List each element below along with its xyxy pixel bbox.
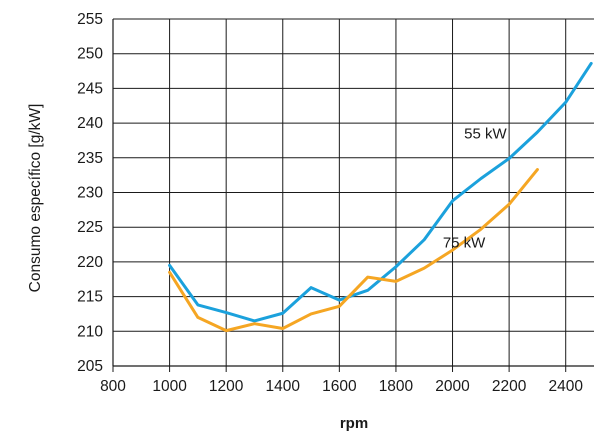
x-tick-label: 1200 [209, 378, 244, 395]
y-axis-title: Consumo específico [g/kW] [27, 104, 44, 293]
y-tick-label: 210 [77, 323, 103, 340]
y-tick-label: 215 [77, 289, 103, 306]
series-label-75-kw: 75 kW [443, 234, 486, 251]
x-tick-label: 1400 [266, 378, 301, 395]
x-tick-label: 1600 [322, 378, 357, 395]
y-tick-label: 230 [77, 185, 103, 202]
labels: 205 210 215 220 225 230 235 240 245 250 255 800 1000… [77, 11, 583, 395]
x-tick-label: 2400 [548, 378, 583, 395]
x-tick-label: 1000 [152, 378, 187, 395]
y-tick-label: 205 [77, 358, 103, 375]
y-tick-label: 225 [77, 219, 103, 236]
axes [112, 19, 594, 367]
x-tick-label: 2200 [492, 378, 527, 395]
series-lines [168, 61, 593, 333]
y-tick-label: 255 [77, 11, 103, 28]
x-axis-title: rpm [340, 415, 368, 432]
y-tick-label: 235 [77, 150, 103, 167]
y-tick-label: 220 [77, 254, 103, 271]
series-label-55-kw: 55 kW [464, 125, 507, 142]
grid [112, 18, 594, 372]
y-tick-label: 240 [77, 115, 103, 132]
series-line-75-kw [168, 168, 539, 333]
y-tick-label: 250 [77, 46, 103, 63]
y-tick-label: 245 [77, 80, 103, 97]
x-tick-label: 2000 [435, 378, 470, 395]
x-tick-label: 1800 [379, 378, 414, 395]
x-tick-label: 800 [100, 378, 126, 395]
